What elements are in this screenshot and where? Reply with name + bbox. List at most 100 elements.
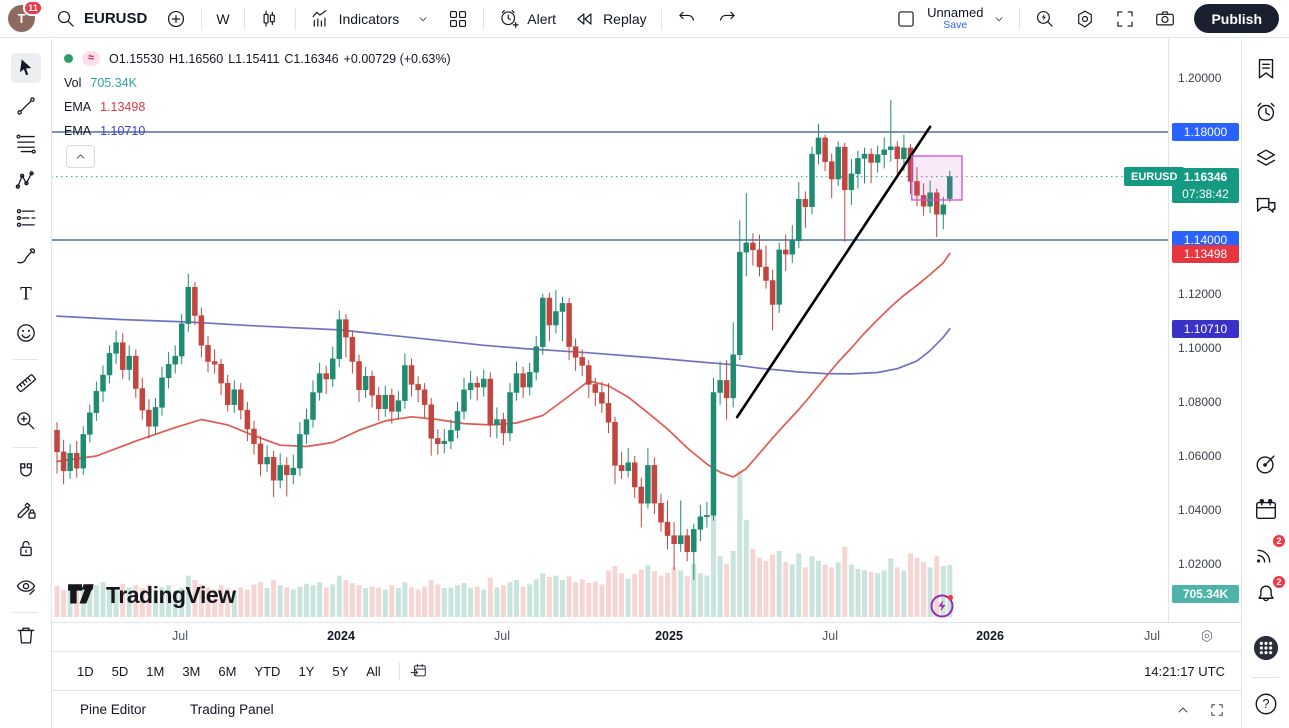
sidebar-object-tree-button[interactable]: [1250, 143, 1281, 174]
zoom-in-tool-button[interactable]: [11, 406, 41, 436]
last-price-value: 1.16346: [1183, 169, 1228, 184]
fib-retracement-tool-button[interactable]: [11, 128, 41, 158]
ema-fast-legend-row[interactable]: EMA 1.13498: [64, 98, 456, 115]
snapshot-button[interactable]: [1146, 4, 1184, 34]
sidebar-help-button[interactable]: ?: [1250, 688, 1281, 719]
toolbar-divider: [201, 7, 203, 30]
notifications-icon: [1253, 582, 1279, 608]
publish-button[interactable]: Publish: [1194, 4, 1279, 33]
indicators-templates-chevron[interactable]: [409, 4, 437, 34]
sidebar-ideas-target-button[interactable]: [1250, 448, 1281, 479]
panel-maximize-icon[interactable]: [1209, 702, 1225, 718]
symbol-search-button[interactable]: EURUSD: [47, 4, 155, 34]
range-5y-button[interactable]: 5Y: [332, 663, 349, 679]
sidebar-chat-button[interactable]: [1250, 190, 1281, 221]
chart-settings-button[interactable]: [1066, 4, 1104, 34]
range-5d-button[interactable]: 5D: [111, 663, 129, 679]
sidebar-streams-button[interactable]: 2: [1250, 533, 1287, 569]
pattern-xabcd-tool-button[interactable]: [11, 166, 41, 196]
legend-collapse-button[interactable]: [66, 145, 95, 168]
flash-news-icon[interactable]: [929, 592, 956, 619]
axis-settings-gear-icon[interactable]: [1199, 628, 1215, 644]
text-tool-tool-button[interactable]: T: [11, 279, 41, 309]
interval-button[interactable]: W: [208, 4, 237, 34]
range-6m-button[interactable]: 6M: [218, 663, 237, 679]
time-axis-label[interactable]: 2024: [327, 629, 355, 643]
price-tick: 1.08000: [1178, 394, 1222, 409]
hide-drawings-tool-button[interactable]: [11, 572, 41, 602]
fullscreen-button[interactable]: [1106, 4, 1144, 34]
price-axis[interactable]: 1.20000 1.12000 1.10000 1.08000 1.06000 1.040…: [1168, 38, 1242, 622]
utc-clock[interactable]: 14:21:17 UTC: [1144, 663, 1225, 679]
lock-all-tool-button[interactable]: [11, 534, 41, 564]
quick-search-button[interactable]: [1026, 4, 1064, 34]
range-ytd-button[interactable]: YTD: [254, 663, 281, 679]
trading-panel-tab[interactable]: Trading Panel: [190, 702, 274, 717]
panel-expand-chevron-icon[interactable]: [1175, 702, 1191, 718]
sidebar-alerts-clock-button[interactable]: [1250, 96, 1281, 127]
user-avatar[interactable]: T 11: [8, 0, 43, 32]
magnet-tool-button[interactable]: [11, 457, 41, 487]
redo-button[interactable]: [708, 4, 746, 34]
time-axis[interactable]: Jul 2024 Jul 2025 Jul 2026 Jul: [51, 622, 1241, 652]
sidebar-apps-grid-button[interactable]: [1250, 632, 1281, 663]
help-icon: ?: [1253, 691, 1279, 717]
chevron-down-icon: [417, 13, 429, 25]
trash-tool-button[interactable]: [11, 621, 41, 651]
compare-add-symbol-button[interactable]: [157, 4, 195, 34]
layout-chevron[interactable]: [985, 4, 1013, 34]
time-axis-label[interactable]: 2025: [655, 629, 683, 643]
price-chart-canvas[interactable]: [51, 38, 1168, 622]
range-1d-button[interactable]: 1D: [77, 663, 94, 679]
toolbar-divider: [243, 7, 245, 30]
ema-slow-legend-row[interactable]: EMA 1.10710: [64, 122, 456, 139]
streams-icon: [1253, 541, 1279, 567]
volume-label: Vol: [64, 75, 82, 90]
layout-select-button[interactable]: [887, 4, 925, 34]
sidebar-notifications-button[interactable]: 2: [1250, 574, 1287, 610]
save-link[interactable]: Save: [943, 18, 968, 31]
pine-editor-tab[interactable]: Pine Editor: [80, 702, 147, 717]
time-axis-label[interactable]: Jul: [494, 629, 510, 643]
toolbar-divider: [660, 7, 662, 30]
time-axis-label[interactable]: Jul: [172, 629, 188, 643]
toolbar-divider: [1019, 7, 1021, 30]
range-all-button[interactable]: All: [366, 663, 381, 679]
flash-search-icon: [1034, 8, 1056, 30]
time-axis-label[interactable]: 2026: [976, 629, 1004, 643]
price-level-label: 1.10710: [1172, 319, 1239, 338]
forecast-tools-tool-button[interactable]: [11, 203, 41, 233]
ruler-tool-button[interactable]: [11, 368, 41, 398]
sidebar-watchlist-button[interactable]: [1250, 53, 1281, 84]
chart-style-button[interactable]: [251, 4, 289, 34]
go-to-date-icon[interactable]: [409, 662, 428, 681]
undo-button[interactable]: [668, 4, 706, 34]
avatar-initial: T: [17, 11, 26, 26]
fib-retracement-icon: [14, 131, 38, 155]
zoom-in-icon: [14, 409, 38, 433]
range-1y-button[interactable]: 1Y: [298, 663, 315, 679]
sidebar-calendar-button[interactable]: [1250, 494, 1281, 525]
volume-axis-label: 705.34K: [1172, 585, 1239, 603]
drawing-lock-tool-button[interactable]: [11, 495, 41, 525]
layout-name-block[interactable]: Unnamed Save: [927, 5, 983, 32]
replay-button[interactable]: Replay: [566, 4, 655, 34]
price-tick: 1.02000: [1178, 556, 1222, 571]
volume-legend-row[interactable]: Vol 705.34K: [64, 74, 456, 91]
indicators-button[interactable]: Indicators: [302, 4, 408, 34]
range-3m-button[interactable]: 3M: [182, 663, 201, 679]
brush-tool-button[interactable]: [11, 241, 41, 271]
create-alert-button[interactable]: Alert: [490, 4, 564, 34]
watchlist-icon: [1253, 56, 1279, 82]
magnet-icon: [14, 460, 38, 484]
cursor-tool-button[interactable]: [11, 53, 41, 83]
indicator-templates-button[interactable]: [439, 4, 477, 34]
symbol-legend-row[interactable]: ≈ O1.15530 H1.16560 L1.15411 C1.16346 +0.007…: [64, 50, 456, 67]
emoji-tool-button[interactable]: [11, 318, 41, 348]
time-axis-label[interactable]: Jul: [1144, 629, 1160, 643]
range-1m-button[interactable]: 1M: [146, 663, 165, 679]
sidebar-badge: 2: [1271, 574, 1287, 590]
price-level-label: 1.18000: [1172, 122, 1239, 141]
trend-line-tool-button[interactable]: [11, 91, 41, 121]
time-axis-label[interactable]: Jul: [822, 629, 838, 643]
